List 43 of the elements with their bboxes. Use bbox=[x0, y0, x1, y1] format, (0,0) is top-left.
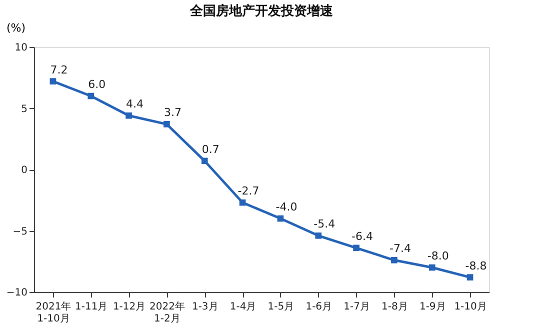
point bbox=[164, 121, 170, 128]
data-label: -6.4 bbox=[352, 230, 374, 243]
y-tick-label: 0 bbox=[21, 165, 28, 176]
x-tick-label: 1-10月 bbox=[454, 302, 487, 312]
data-label: -8.8 bbox=[465, 259, 487, 272]
x-tick-label: 1-7月 bbox=[344, 302, 370, 312]
point bbox=[315, 232, 322, 239]
x-tick-label: 1-3月 bbox=[192, 302, 218, 312]
point bbox=[466, 274, 474, 280]
x-tick-label: 1-4月 bbox=[230, 302, 256, 312]
data-label: 6.0 bbox=[88, 78, 106, 91]
data-label: -2.7 bbox=[238, 184, 260, 198]
y-tick-label: 10 bbox=[14, 42, 28, 54]
point bbox=[201, 158, 208, 164]
x-tick-label: 1-8月 bbox=[382, 302, 408, 312]
chart-title: 全国房地产开发投资增速 bbox=[189, 3, 334, 19]
x-tick-label: 1-6月 bbox=[306, 302, 332, 312]
point bbox=[391, 256, 398, 264]
point bbox=[428, 264, 436, 271]
data-label: 7.2 bbox=[50, 63, 68, 76]
point bbox=[88, 92, 94, 100]
x-tick-label: 1-5月 bbox=[268, 302, 294, 312]
y-tick-label: −10 bbox=[6, 288, 28, 298]
data-label: -5.4 bbox=[314, 218, 336, 231]
point bbox=[126, 112, 132, 119]
x-tick-label: 1-11月 bbox=[75, 302, 108, 312]
data-label: 3.7 bbox=[164, 106, 182, 120]
point bbox=[353, 244, 360, 252]
data-label: -4.0 bbox=[276, 200, 298, 214]
point bbox=[50, 78, 56, 84]
point bbox=[277, 215, 284, 222]
x-tick-label: 2022年 1-2月 bbox=[149, 300, 185, 324]
data-label: 0.7 bbox=[202, 142, 220, 156]
point bbox=[239, 199, 246, 206]
x-tick-label: 2021年 1-10月 bbox=[36, 300, 72, 324]
data-label: -8.0 bbox=[427, 250, 449, 262]
x-tick-label: 1-12月 bbox=[112, 302, 146, 312]
data-label: 4.4 bbox=[126, 98, 144, 111]
y-axis-title: (%) bbox=[6, 22, 26, 34]
x-tick-label: 1-9月 bbox=[419, 302, 446, 312]
y-tick-label: 5 bbox=[21, 104, 28, 115]
y-tick-label: −5 bbox=[12, 226, 28, 238]
data-label: -7.4 bbox=[389, 242, 411, 256]
